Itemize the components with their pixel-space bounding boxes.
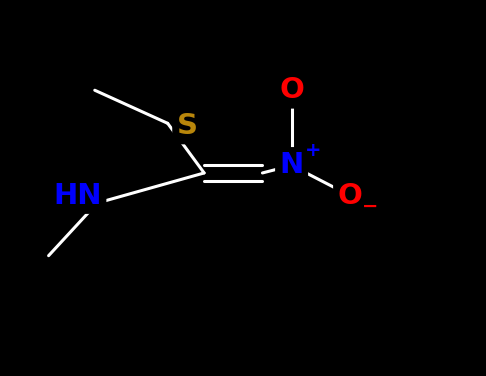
- Text: HN: HN: [53, 182, 102, 209]
- Text: N: N: [279, 152, 304, 179]
- Text: O: O: [279, 76, 304, 104]
- Text: S: S: [176, 112, 198, 140]
- Text: +: +: [305, 141, 322, 160]
- Text: O: O: [337, 182, 363, 209]
- Text: −: −: [362, 197, 379, 216]
